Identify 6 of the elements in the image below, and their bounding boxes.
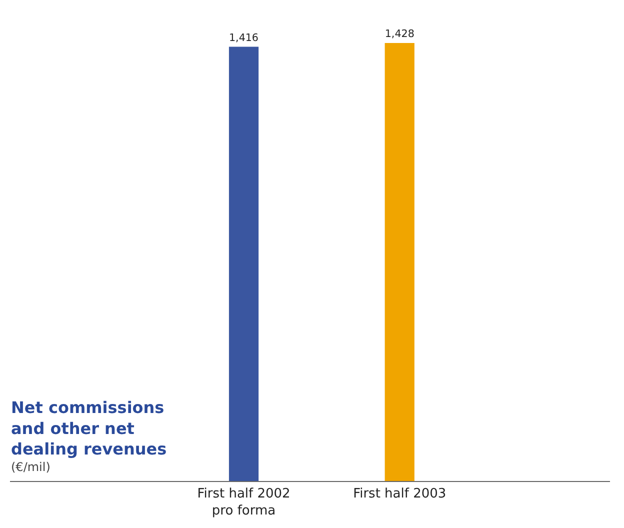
- data-label: 1,416: [228, 32, 258, 44]
- x-tick-label: First half 2002 pro forma: [197, 486, 290, 518]
- x-tick-label: First half 2003: [353, 486, 446, 502]
- text: Net commissions and other net dealing revenues: [11, 398, 167, 459]
- text: (€/mil): [11, 460, 50, 474]
- data-label: 1,428: [384, 28, 414, 40]
